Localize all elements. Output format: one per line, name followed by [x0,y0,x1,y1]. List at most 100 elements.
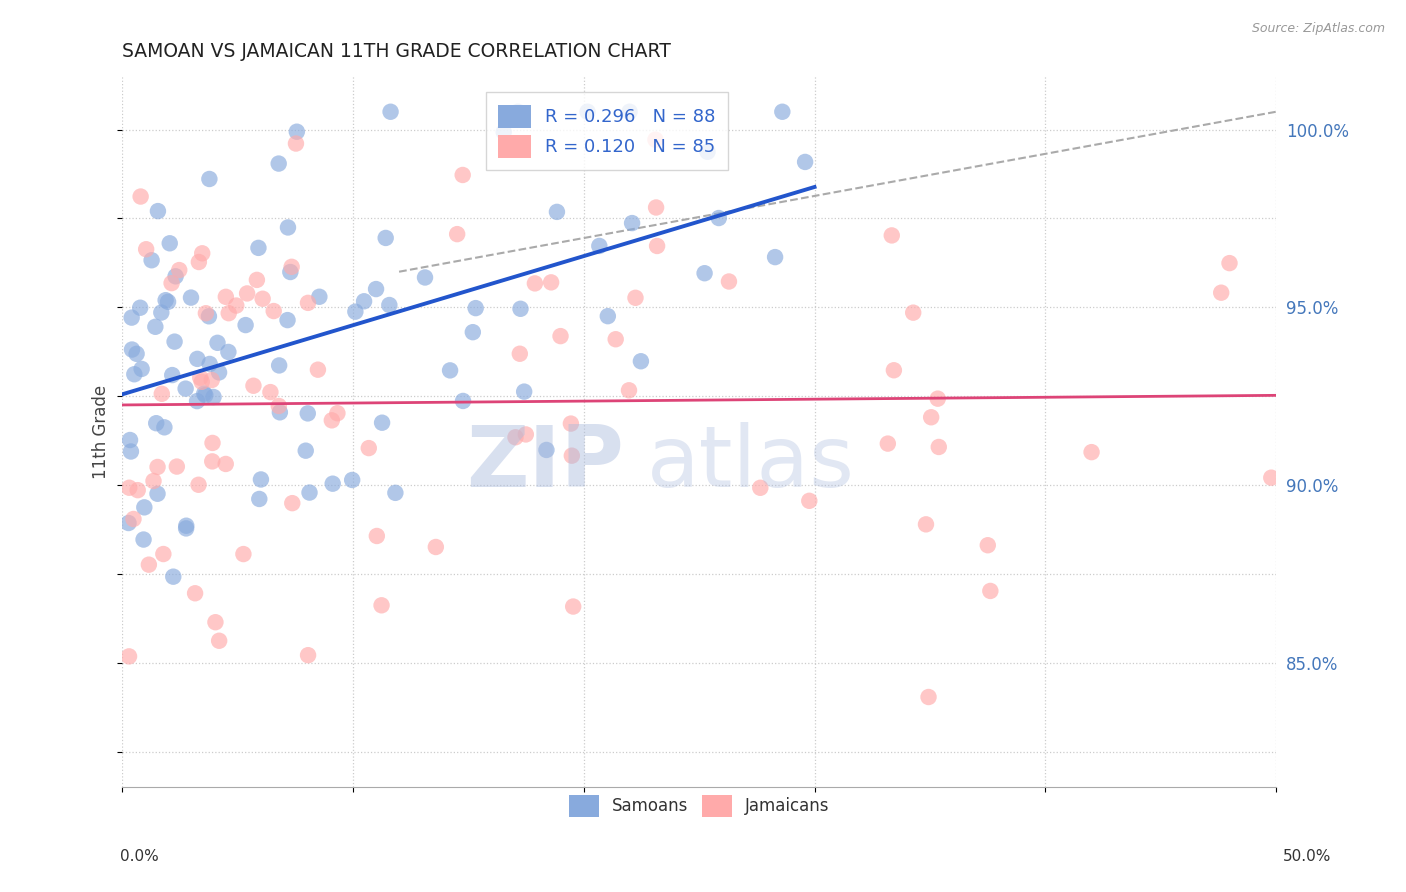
Point [118,433,141,447]
Point [326,406,349,420]
Point [880,228,903,243]
Point [515,427,537,442]
Point [201,454,224,468]
Point [763,250,786,264]
Point [250,473,273,487]
Point [125,347,148,361]
Point [146,487,169,501]
Point [155,293,177,308]
Point [621,216,644,230]
Point [159,236,181,251]
Point [167,263,190,277]
Point [546,205,568,219]
Point [294,443,316,458]
Point [505,430,527,444]
Point [979,583,1001,598]
Point [451,393,474,408]
Point [624,291,647,305]
Point [267,156,290,170]
Point [374,231,396,245]
Point [163,334,186,349]
Point [198,172,221,186]
Point [236,286,259,301]
Point [513,384,536,399]
Point [174,382,197,396]
Point [263,304,285,318]
Point [1260,471,1282,485]
Point [297,648,319,663]
Point [696,145,718,159]
Point [915,517,938,532]
Point [425,540,447,554]
Point [707,211,730,225]
Point [1211,285,1233,300]
Point [284,136,307,151]
Point [536,442,558,457]
Point [605,332,627,346]
Point [187,255,209,269]
Point [165,269,187,284]
Point [366,529,388,543]
Point [509,347,531,361]
Point [1218,256,1240,270]
Point [1080,445,1102,459]
Point [187,477,209,491]
Point [876,436,898,450]
Point [166,459,188,474]
Point [794,155,817,169]
Point [321,413,343,427]
Point [186,351,208,366]
Point [596,309,619,323]
Point [461,325,484,339]
Point [378,298,401,312]
Point [184,586,207,600]
Point [364,282,387,296]
Point [188,370,211,384]
Point [645,201,668,215]
Point [280,260,302,274]
Point [198,357,221,371]
Point [120,444,142,458]
Point [280,265,302,279]
Point [150,386,173,401]
Point [644,133,666,147]
Point [506,104,529,119]
Point [927,392,949,406]
Text: Source: ZipAtlas.com: Source: ZipAtlas.com [1251,22,1385,36]
Point [194,306,217,320]
Point [617,384,640,398]
Point [246,273,269,287]
Point [146,460,169,475]
Point [129,301,152,315]
Point [160,368,183,382]
Point [277,220,299,235]
Point [353,294,375,309]
Point [186,394,208,409]
Point [269,359,291,373]
Point [131,362,153,376]
Point [194,388,217,402]
Point [160,276,183,290]
Point [344,304,367,318]
Point [143,319,166,334]
Point [134,500,156,515]
Point [124,368,146,382]
Point [298,485,321,500]
Point [297,296,319,310]
Point [464,301,486,315]
Point [118,481,141,495]
Point [340,473,363,487]
Point [370,599,392,613]
Point [492,125,515,139]
Point [357,441,380,455]
Point [208,366,231,380]
Point [153,420,176,434]
Point [322,476,344,491]
Point [121,343,143,357]
Point [208,633,231,648]
Point [157,294,180,309]
Text: 0.0%: 0.0% [120,849,159,863]
Point [198,310,221,324]
Point [235,318,257,332]
Point [903,306,925,320]
